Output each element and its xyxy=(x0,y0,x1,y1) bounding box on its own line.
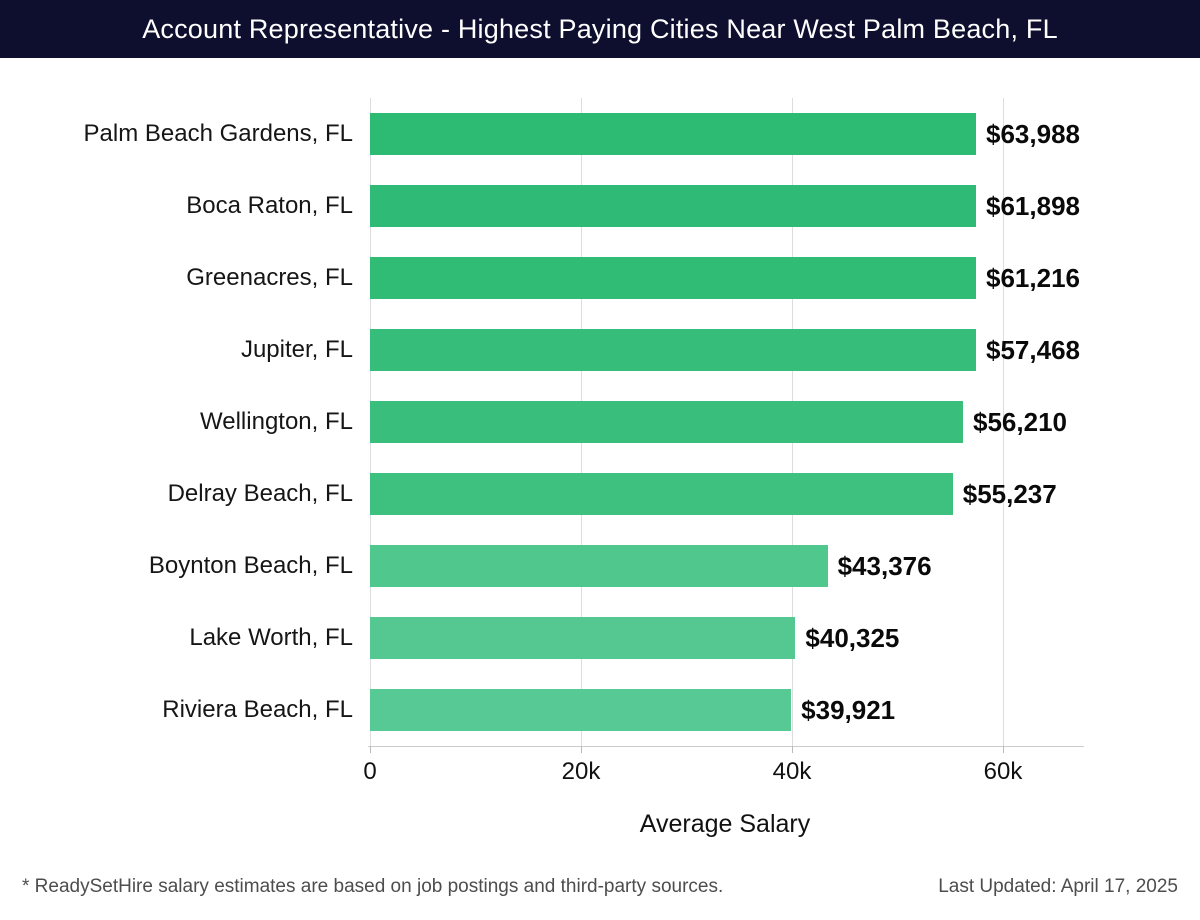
value-label: $61,216 xyxy=(986,262,1080,293)
bar-track: $61,898 xyxy=(370,185,1080,227)
x-tick-label: 20k xyxy=(561,758,601,785)
x-tick-label: 60k xyxy=(983,758,1023,785)
x-axis-line xyxy=(368,746,1084,747)
value-label: $39,921 xyxy=(801,694,896,725)
bar-track: $40,325 xyxy=(370,617,1080,659)
category-label: Wellington, FL xyxy=(200,408,353,435)
bar-track: $39,921 xyxy=(370,689,1080,731)
value-label: $43,376 xyxy=(837,550,932,581)
bar[interactable] xyxy=(370,545,828,587)
bar-track: $63,988 xyxy=(370,113,1080,155)
bar[interactable] xyxy=(370,113,977,155)
category-label: Riviera Beach, FL xyxy=(162,696,353,723)
category-label: Boca Raton, FL xyxy=(186,192,353,219)
bar[interactable] xyxy=(370,401,963,443)
value-label: $57,468 xyxy=(986,334,1080,365)
bar-row: Riviera Beach, FL $39,921 xyxy=(0,677,1200,743)
x-axis-title: Average Salary xyxy=(639,810,811,838)
bar-track: $61,216 xyxy=(370,257,1080,299)
bar-row: Boynton Beach, FL $43,376 xyxy=(0,533,1200,599)
value-label: $55,237 xyxy=(962,478,1057,509)
footer-note: * ReadySetHire salary estimates are base… xyxy=(22,876,724,897)
bar-track: $56,210 xyxy=(370,401,1080,443)
bar-row: Wellington, FL $56,210 xyxy=(0,389,1200,455)
value-label: $61,898 xyxy=(986,190,1080,221)
bar-row: Lake Worth, FL $40,325 xyxy=(0,605,1200,671)
page-title: Account Representative - Highest Paying … xyxy=(142,13,1058,44)
bar[interactable] xyxy=(370,617,796,659)
bar-track: $43,376 xyxy=(370,545,1080,587)
x-tick-mark xyxy=(370,746,371,753)
title-bar: Account Representative - Highest Paying … xyxy=(0,0,1200,58)
bar-row: Greenacres, FL $61,216 xyxy=(0,245,1200,311)
category-label: Greenacres, FL xyxy=(186,264,353,291)
bar[interactable] xyxy=(370,257,977,299)
value-label: $63,988 xyxy=(986,118,1080,149)
x-tick-mark xyxy=(1002,746,1004,753)
category-label: Palm Beach Gardens, FL xyxy=(83,120,353,147)
value-label: $56,210 xyxy=(973,406,1067,437)
x-tick-mark xyxy=(580,746,582,753)
last-updated: Last Updated: April 17, 2025 xyxy=(938,876,1178,897)
x-tick-mark xyxy=(791,746,793,753)
bar-row: Delray Beach, FL $55,237 xyxy=(0,461,1200,527)
bar[interactable] xyxy=(370,185,977,227)
bar[interactable] xyxy=(370,473,953,515)
x-tick-label: 0 xyxy=(363,758,377,785)
x-axis-ticks: 0 20k 40k 60k xyxy=(363,746,1080,786)
bar-rows: Palm Beach Gardens, FL $63,988 Boca Raton,… xyxy=(0,98,1200,746)
category-label: Lake Worth, FL xyxy=(189,624,353,651)
bar-row: Boca Raton, FL $61,898 xyxy=(0,173,1200,239)
category-label: Boynton Beach, FL xyxy=(148,552,353,579)
bar[interactable] xyxy=(370,689,792,731)
category-label: Delray Beach, FL xyxy=(167,480,353,507)
footer: * ReadySetHire salary estimates are base… xyxy=(0,868,1200,920)
bar-track: $55,237 xyxy=(370,473,1080,515)
category-label: Jupiter, FL xyxy=(240,336,353,363)
bar-chart: Palm Beach Gardens, FL $63,988 Boca Raton,… xyxy=(0,58,1200,860)
bar-track: $57,468 xyxy=(370,329,1080,371)
x-tick-label: 40k xyxy=(772,758,812,785)
bar-row: Jupiter, FL $57,468 xyxy=(0,317,1200,383)
value-label: $40,325 xyxy=(805,622,900,653)
bar[interactable] xyxy=(370,329,977,371)
bar-row: Palm Beach Gardens, FL $63,988 xyxy=(0,101,1200,167)
